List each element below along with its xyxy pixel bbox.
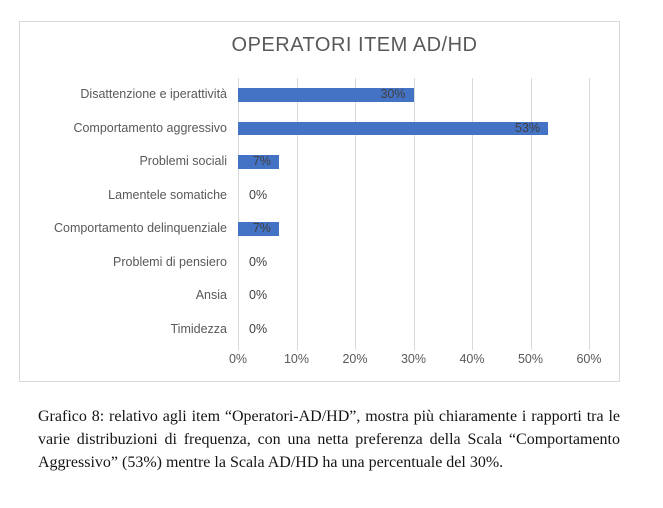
category-label: Lamentele somatiche bbox=[108, 187, 227, 202]
category-label: Timidezza bbox=[170, 321, 228, 336]
chart-title: OPERATORI ITEM AD/HD bbox=[231, 34, 478, 56]
chart-row: Comportamento aggressivo 53% bbox=[20, 112, 619, 146]
category-label: Problemi di pensiero bbox=[113, 254, 227, 269]
data-label: 0% bbox=[249, 254, 268, 269]
gridline bbox=[589, 78, 590, 350]
category-label: Ansia bbox=[195, 288, 227, 302]
chart-row: Comportamento delinquenziale 7% bbox=[20, 212, 619, 246]
x-axis: 0% 10% 20% 30% 40% 50% 60% bbox=[20, 352, 619, 370]
category-label: Disattenzione e iperattività bbox=[80, 87, 227, 101]
chart-row: Problemi di pensiero 0% bbox=[20, 246, 619, 280]
x-axis-tick-label: 50% bbox=[517, 352, 544, 366]
data-label: 0% bbox=[249, 288, 268, 302]
x-axis-tick-label: 60% bbox=[576, 352, 602, 366]
chart-row: Problemi sociali 7% bbox=[20, 145, 619, 179]
category-label: Comportamento aggressivo bbox=[73, 120, 227, 135]
bar bbox=[238, 121, 549, 135]
x-axis-tick-label: 20% bbox=[342, 352, 368, 366]
data-label: 30% bbox=[380, 87, 406, 101]
data-label: 0% bbox=[249, 321, 268, 336]
gridline bbox=[472, 78, 473, 350]
category-label: Problemi sociali bbox=[139, 154, 227, 168]
gridline bbox=[413, 78, 415, 350]
bar bbox=[238, 222, 279, 236]
chart-row: Disattenzione e iperattività 30% bbox=[20, 78, 619, 112]
plot-area: Disattenzione e iperattività 30% Comportam… bbox=[20, 78, 619, 350]
bar-chart-frame: OPERATORI ITEM AD/HD Disattenzione e ipe… bbox=[19, 21, 620, 382]
gridline bbox=[355, 78, 356, 350]
data-label: 7% bbox=[252, 221, 271, 235]
data-label: 0% bbox=[249, 187, 268, 202]
data-label: 53% bbox=[515, 120, 541, 135]
gridline bbox=[296, 78, 298, 350]
chart-row: Timidezza 0% bbox=[20, 313, 619, 347]
chart-row: Lamentele somatiche 0% bbox=[20, 179, 619, 213]
x-axis-tick-label: 10% bbox=[283, 352, 310, 366]
bar bbox=[238, 155, 279, 169]
chart-row: Ansia 0% bbox=[20, 279, 619, 313]
gridline bbox=[530, 78, 532, 350]
figure-caption: Grafico 8: relativo agli item “Operatori… bbox=[38, 408, 620, 471]
bar bbox=[238, 88, 414, 102]
data-label: 7% bbox=[252, 154, 271, 168]
x-axis-tick-label: 40% bbox=[459, 352, 485, 366]
category-label: Comportamento delinquenziale bbox=[53, 221, 227, 235]
x-axis-tick-label: 0% bbox=[228, 352, 248, 366]
x-axis-tick-label: 30% bbox=[400, 352, 427, 366]
gridline bbox=[238, 78, 239, 350]
